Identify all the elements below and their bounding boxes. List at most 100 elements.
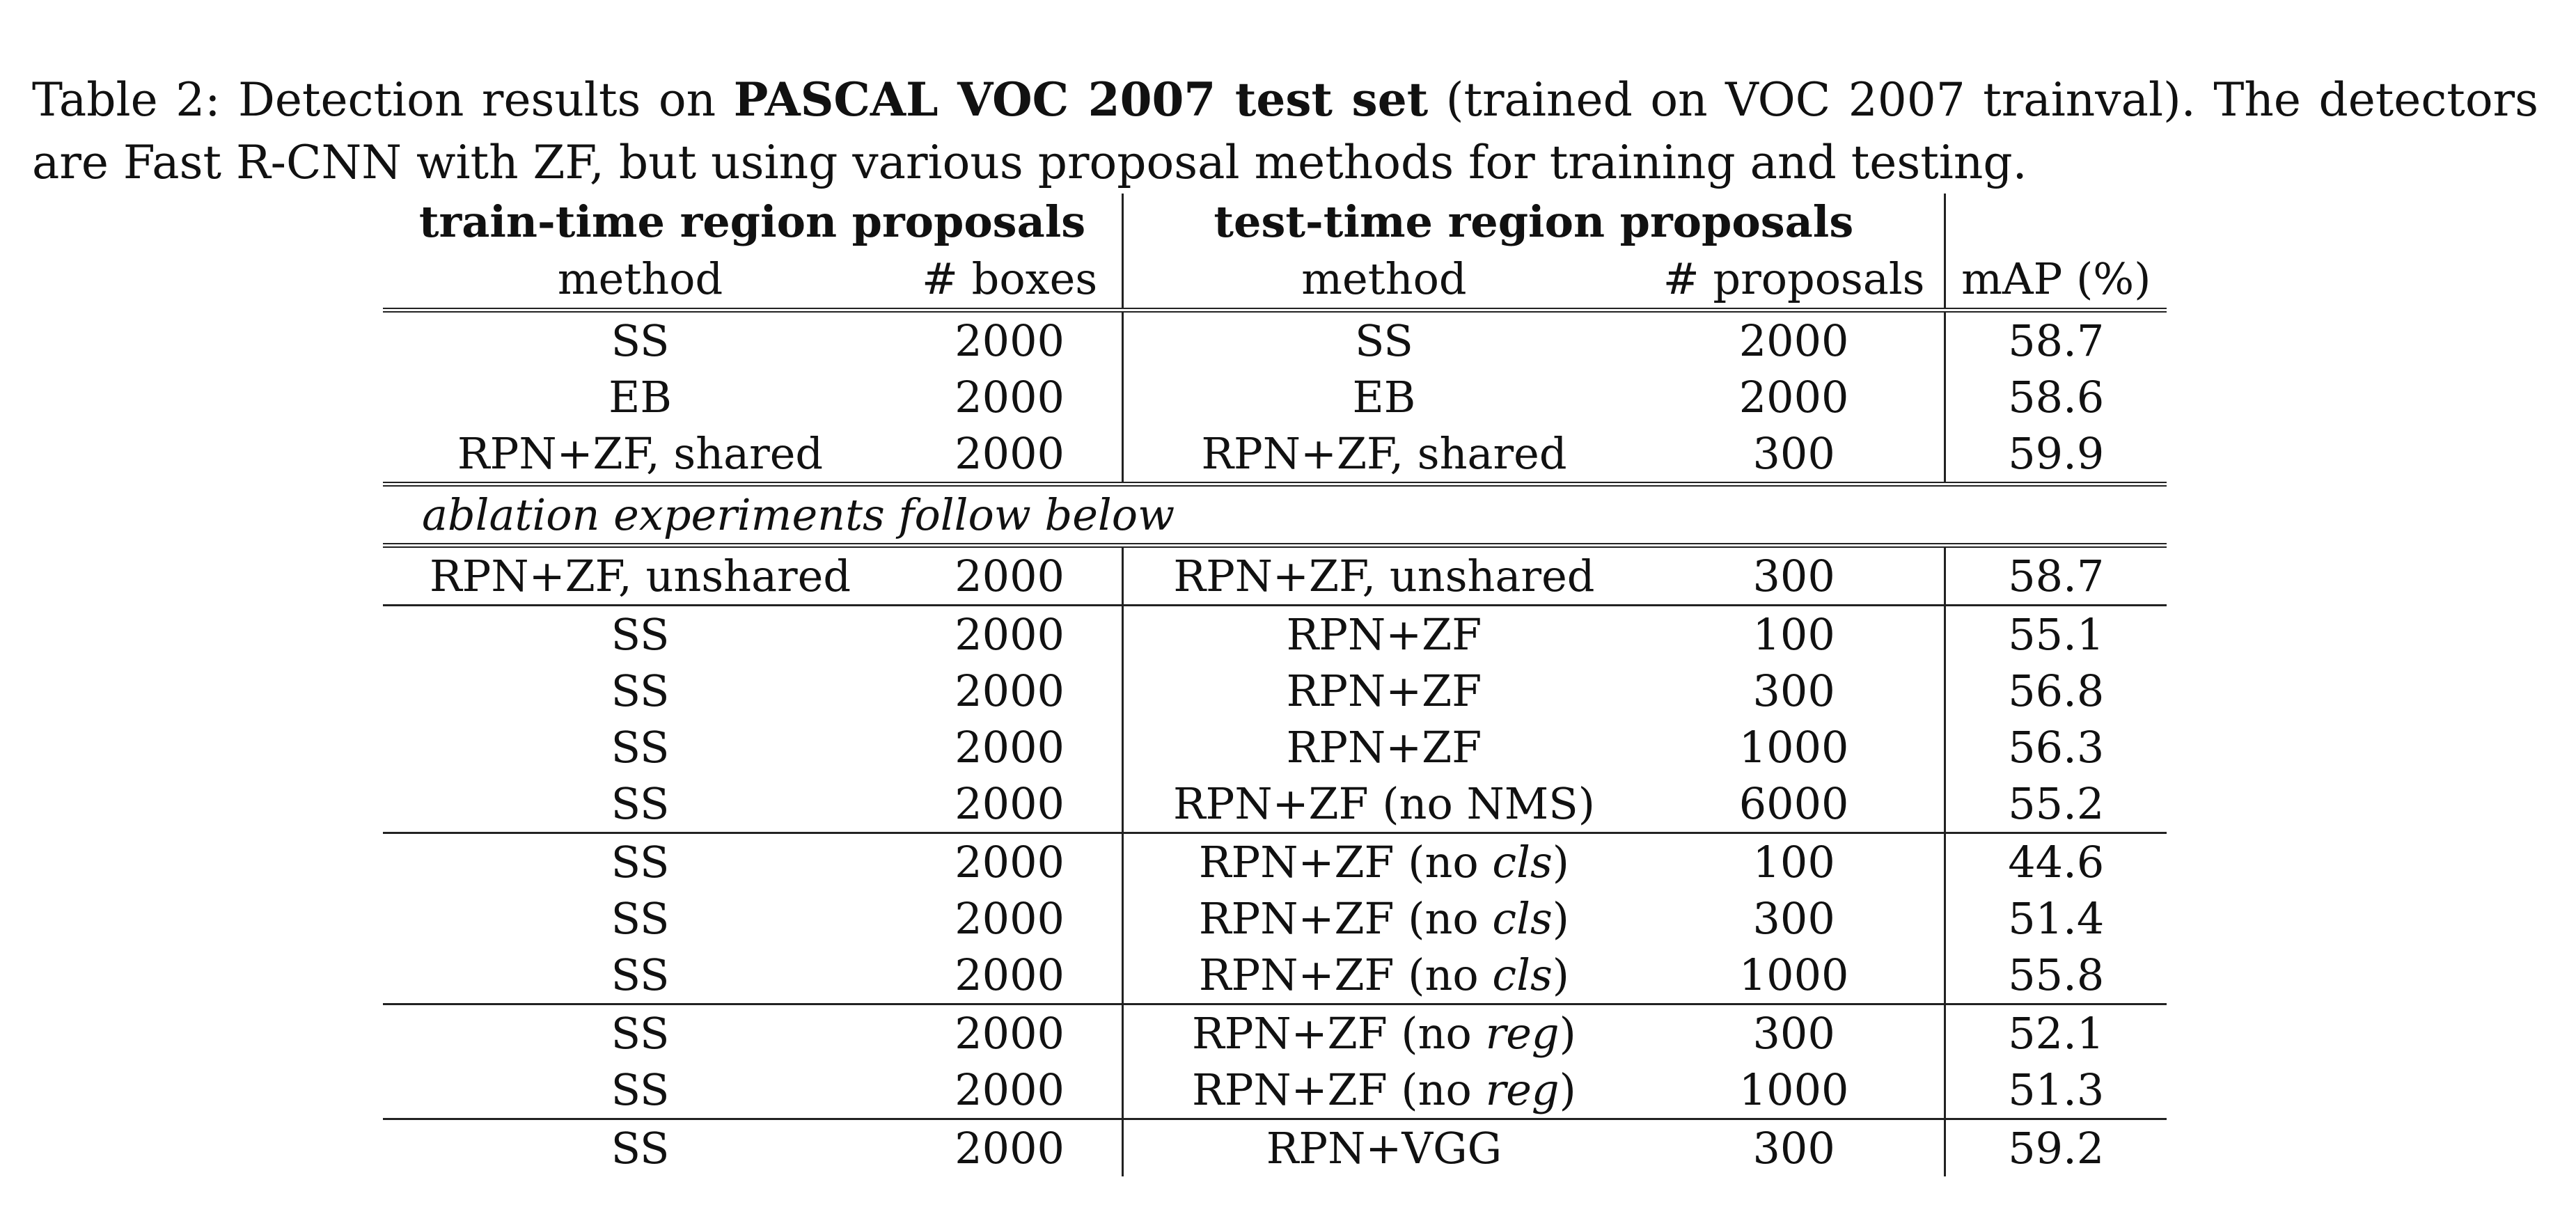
caption-bold: PASCAL VOC 2007 test set — [733, 72, 1429, 127]
caption-suffix: (trained on VOC 2007 trainval). The dete… — [32, 73, 2538, 189]
map-cell: 55.8 — [1945, 947, 2167, 1005]
train-boxes-cell: 2000 — [897, 425, 1124, 487]
test-method-text: RPN+ZF (no NMS) — [1172, 778, 1595, 829]
group-header-row: train-time region proposals test-time re… — [383, 194, 2167, 251]
column-header-row: method # boxes method # proposals mAP (%… — [383, 251, 2167, 313]
test-method-cell: RPN+ZF, unshared — [1122, 545, 1644, 606]
train-boxes-cell: 2000 — [897, 947, 1124, 1005]
train-boxes-cell: 2000 — [897, 775, 1124, 834]
table-row: SS 2000 SS 2000 58.7 — [383, 310, 2167, 370]
table-row: SS 2000 RPN+ZF (no NMS) 6000 55.2 — [383, 775, 2167, 834]
map-cell: 58.6 — [2008, 371, 2105, 423]
results-table: train-time region proposals test-time re… — [383, 194, 2167, 1176]
train-method-cell: SS — [383, 1062, 898, 1120]
train-boxes-cell: 2000 — [897, 1062, 1124, 1120]
test-method-cell: RPN+ZF — [1123, 719, 1644, 775]
train-method-cell: SS — [383, 947, 898, 1005]
table-row: SS 2000 RPN+ZF (no cls) 300 51.4 — [383, 890, 2167, 947]
train-boxes-cell: 2000 — [897, 890, 1124, 947]
map-cell: 59.2 — [2008, 1122, 2105, 1174]
test-group-header: test-time region proposals — [1122, 194, 1946, 251]
test-proposals-cell: 1000 — [1644, 719, 1946, 775]
train-boxes-cell: 2000 — [897, 1004, 1124, 1062]
train-method-cell: SS — [611, 892, 670, 944]
test-method-close: ) — [1552, 892, 1569, 944]
test-method-cell: SS — [1123, 310, 1644, 370]
train-method-cell: RPN+ZF, shared — [383, 425, 898, 487]
train-method-cell: SS — [383, 775, 898, 834]
map-cell: 56.8 — [2008, 665, 2105, 716]
test-proposals-header: # proposals — [1644, 251, 1946, 313]
test-proposals-cell: 300 — [1644, 1004, 1946, 1062]
table-row: SS 2000 RPN+ZF (no reg) 300 52.1 — [383, 1004, 2167, 1062]
train-method-cell: RPN+ZF, unshared — [383, 545, 898, 606]
table-body: SS 2000 SS 2000 58.7 EB 2000 EB 2000 58.6 RPN+ZF, … — [383, 310, 2167, 1176]
train-method-header: method — [383, 251, 898, 313]
test-method-text: RPN+ZF — [1286, 608, 1482, 660]
test-method-cell: RPN+ZF (no reg) — [1123, 1004, 1644, 1062]
test-method-text: RPN+ZF (no — [1198, 949, 1493, 1000]
table-row: SS 2000 RPN+VGG 300 59.2 — [383, 1119, 2167, 1176]
test-proposals-cell: 300 — [1644, 1119, 1946, 1176]
table-row: SS 2000 RPN+ZF 100 55.1 — [383, 605, 2167, 663]
table-row: EB 2000 EB 2000 58.6 — [383, 369, 2167, 425]
table-row: RPN+ZF, shared 2000 RPN+ZF, shared 300 59.9 — [383, 425, 2167, 487]
test-proposals-cell: 300 — [1644, 545, 1946, 606]
test-method-text: EB — [1352, 371, 1416, 423]
test-method-cell: EB — [1123, 369, 1644, 425]
test-method-cell: RPN+ZF (no reg) — [1122, 1062, 1644, 1120]
test-method-italic: cls — [1492, 892, 1553, 944]
train-method-cell: SS — [611, 1122, 670, 1174]
ablation-note-row: ablation experiments follow below — [383, 484, 2167, 548]
test-method-cell: RPN+ZF (no NMS) — [1122, 775, 1644, 834]
test-method-text: RPN+ZF (no — [1192, 1007, 1486, 1059]
train-boxes-cell: 2000 — [897, 719, 1124, 775]
table-row: SS 2000 RPN+ZF (no reg) 1000 51.3 — [383, 1062, 2167, 1120]
train-boxes-cell: 2000 — [897, 663, 1124, 719]
train-boxes-cell: 2000 — [897, 1119, 1124, 1176]
test-proposals-cell: 100 — [1644, 605, 1946, 663]
test-proposals-cell: 300 — [1644, 890, 1946, 947]
test-method-text: RPN+VGG — [1266, 1122, 1502, 1174]
test-method-close: ) — [1552, 836, 1569, 888]
test-method-close: ) — [1552, 949, 1569, 1000]
test-method-text: RPN+ZF — [1286, 721, 1482, 773]
train-method-cell: SS — [611, 608, 670, 660]
train-method-cell: SS — [611, 665, 670, 716]
table-caption: Table 2: Detection results on PASCAL VOC… — [32, 68, 2538, 194]
test-method-italic: reg — [1485, 1064, 1560, 1115]
train-method-cell: SS — [611, 1007, 670, 1059]
test-method-text: RPN+ZF, unshared — [1173, 550, 1595, 601]
test-proposals-cell: 1000 — [1644, 947, 1946, 1005]
train-method-cell: EB — [608, 371, 672, 423]
map-cell: 55.2 — [1945, 775, 2167, 834]
test-proposals-cell: 100 — [1644, 833, 1946, 890]
table-row: SS 2000 RPN+ZF (no cls) 1000 55.8 — [383, 947, 2167, 1005]
test-method-text: SS — [1355, 315, 1413, 366]
test-proposals-cell: 300 — [1644, 663, 1946, 719]
test-method-italic: cls — [1492, 949, 1553, 1000]
test-method-text: RPN+ZF (no — [1192, 1064, 1486, 1115]
train-method-cell: SS — [611, 315, 670, 366]
test-proposals-cell: 300 — [1644, 425, 1946, 487]
test-method-close: ) — [1559, 1007, 1576, 1059]
map-group-spacer — [1945, 194, 2167, 251]
map-cell: 44.6 — [2008, 836, 2105, 888]
map-cell: 58.7 — [1945, 545, 2167, 606]
train-boxes-cell: 2000 — [897, 605, 1124, 663]
test-method-cell: RPN+ZF (no cls) — [1123, 833, 1644, 891]
test-method-close: ) — [1559, 1064, 1576, 1115]
map-cell: 52.1 — [2008, 1007, 2105, 1059]
table-row: RPN+ZF, unshared 2000 RPN+ZF, unshared 300 5… — [383, 545, 2167, 606]
map-cell: 55.1 — [2008, 608, 2105, 660]
test-method-italic: cls — [1492, 836, 1553, 888]
map-cell: 51.4 — [2008, 892, 2105, 944]
table-row: SS 2000 RPN+ZF 1000 56.3 — [383, 719, 2167, 775]
test-method-cell: RPN+ZF (no cls) — [1123, 890, 1644, 947]
test-method-cell: RPN+ZF, shared — [1122, 425, 1644, 487]
test-proposals-cell: 2000 — [1644, 369, 1946, 425]
test-method-header: method — [1122, 251, 1644, 313]
test-method-text: RPN+ZF — [1286, 665, 1482, 716]
caption-prefix: Table 2: Detection results on — [32, 73, 734, 127]
map-cell: 51.3 — [1945, 1062, 2167, 1120]
